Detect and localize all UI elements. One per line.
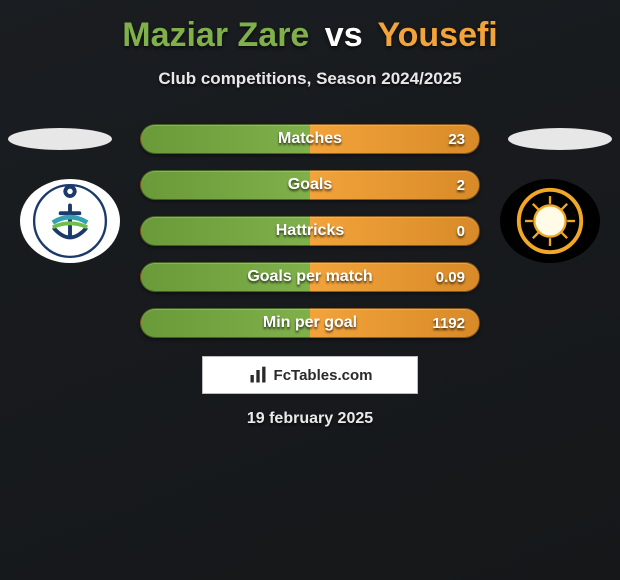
stat-right-value: 1192 bbox=[432, 315, 465, 332]
stat-bar-min-per-goal: Min per goal 1192 bbox=[140, 308, 480, 338]
page-title: Maziar Zare vs Yousefi bbox=[0, 16, 620, 55]
stat-right-value: 23 bbox=[448, 131, 465, 148]
stat-bar-matches: Matches 23 bbox=[140, 124, 480, 154]
bar-chart-icon bbox=[248, 365, 268, 385]
comparison-card: Maziar Zare vs Yousefi Club competitions… bbox=[0, 0, 620, 580]
crest-shadow-left bbox=[8, 128, 112, 150]
stat-bars: Matches 23 Goals 2 Hattricks 0 Goals per… bbox=[140, 124, 480, 354]
stat-right-value: 2 bbox=[457, 177, 465, 194]
stat-bar-goals: Goals 2 bbox=[140, 170, 480, 200]
player1-name: Maziar Zare bbox=[122, 16, 309, 54]
club-crest-right bbox=[500, 179, 600, 263]
subtitle: Club competitions, Season 2024/2025 bbox=[0, 69, 620, 89]
sun-crest-icon bbox=[511, 182, 589, 260]
stat-bar-goals-per-match: Goals per match 0.09 bbox=[140, 262, 480, 292]
stat-right-value: 0 bbox=[457, 223, 465, 240]
source-badge: FcTables.com bbox=[202, 356, 418, 394]
anchor-crest-icon bbox=[31, 182, 109, 260]
stat-label: Goals bbox=[288, 176, 332, 194]
crest-shadow-right bbox=[508, 128, 612, 150]
club-crest-left bbox=[20, 179, 120, 263]
player2-name: Yousefi bbox=[377, 16, 497, 54]
stat-label: Min per goal bbox=[263, 314, 357, 332]
stat-label: Matches bbox=[278, 130, 342, 148]
stat-label: Goals per match bbox=[247, 268, 372, 286]
date-text: 19 february 2025 bbox=[0, 410, 620, 428]
vs-text: vs bbox=[325, 16, 363, 54]
stat-bar-hattricks: Hattricks 0 bbox=[140, 216, 480, 246]
stat-right-value: 0.09 bbox=[436, 269, 465, 286]
stat-label: Hattricks bbox=[276, 222, 344, 240]
source-text: FcTables.com bbox=[274, 367, 373, 384]
